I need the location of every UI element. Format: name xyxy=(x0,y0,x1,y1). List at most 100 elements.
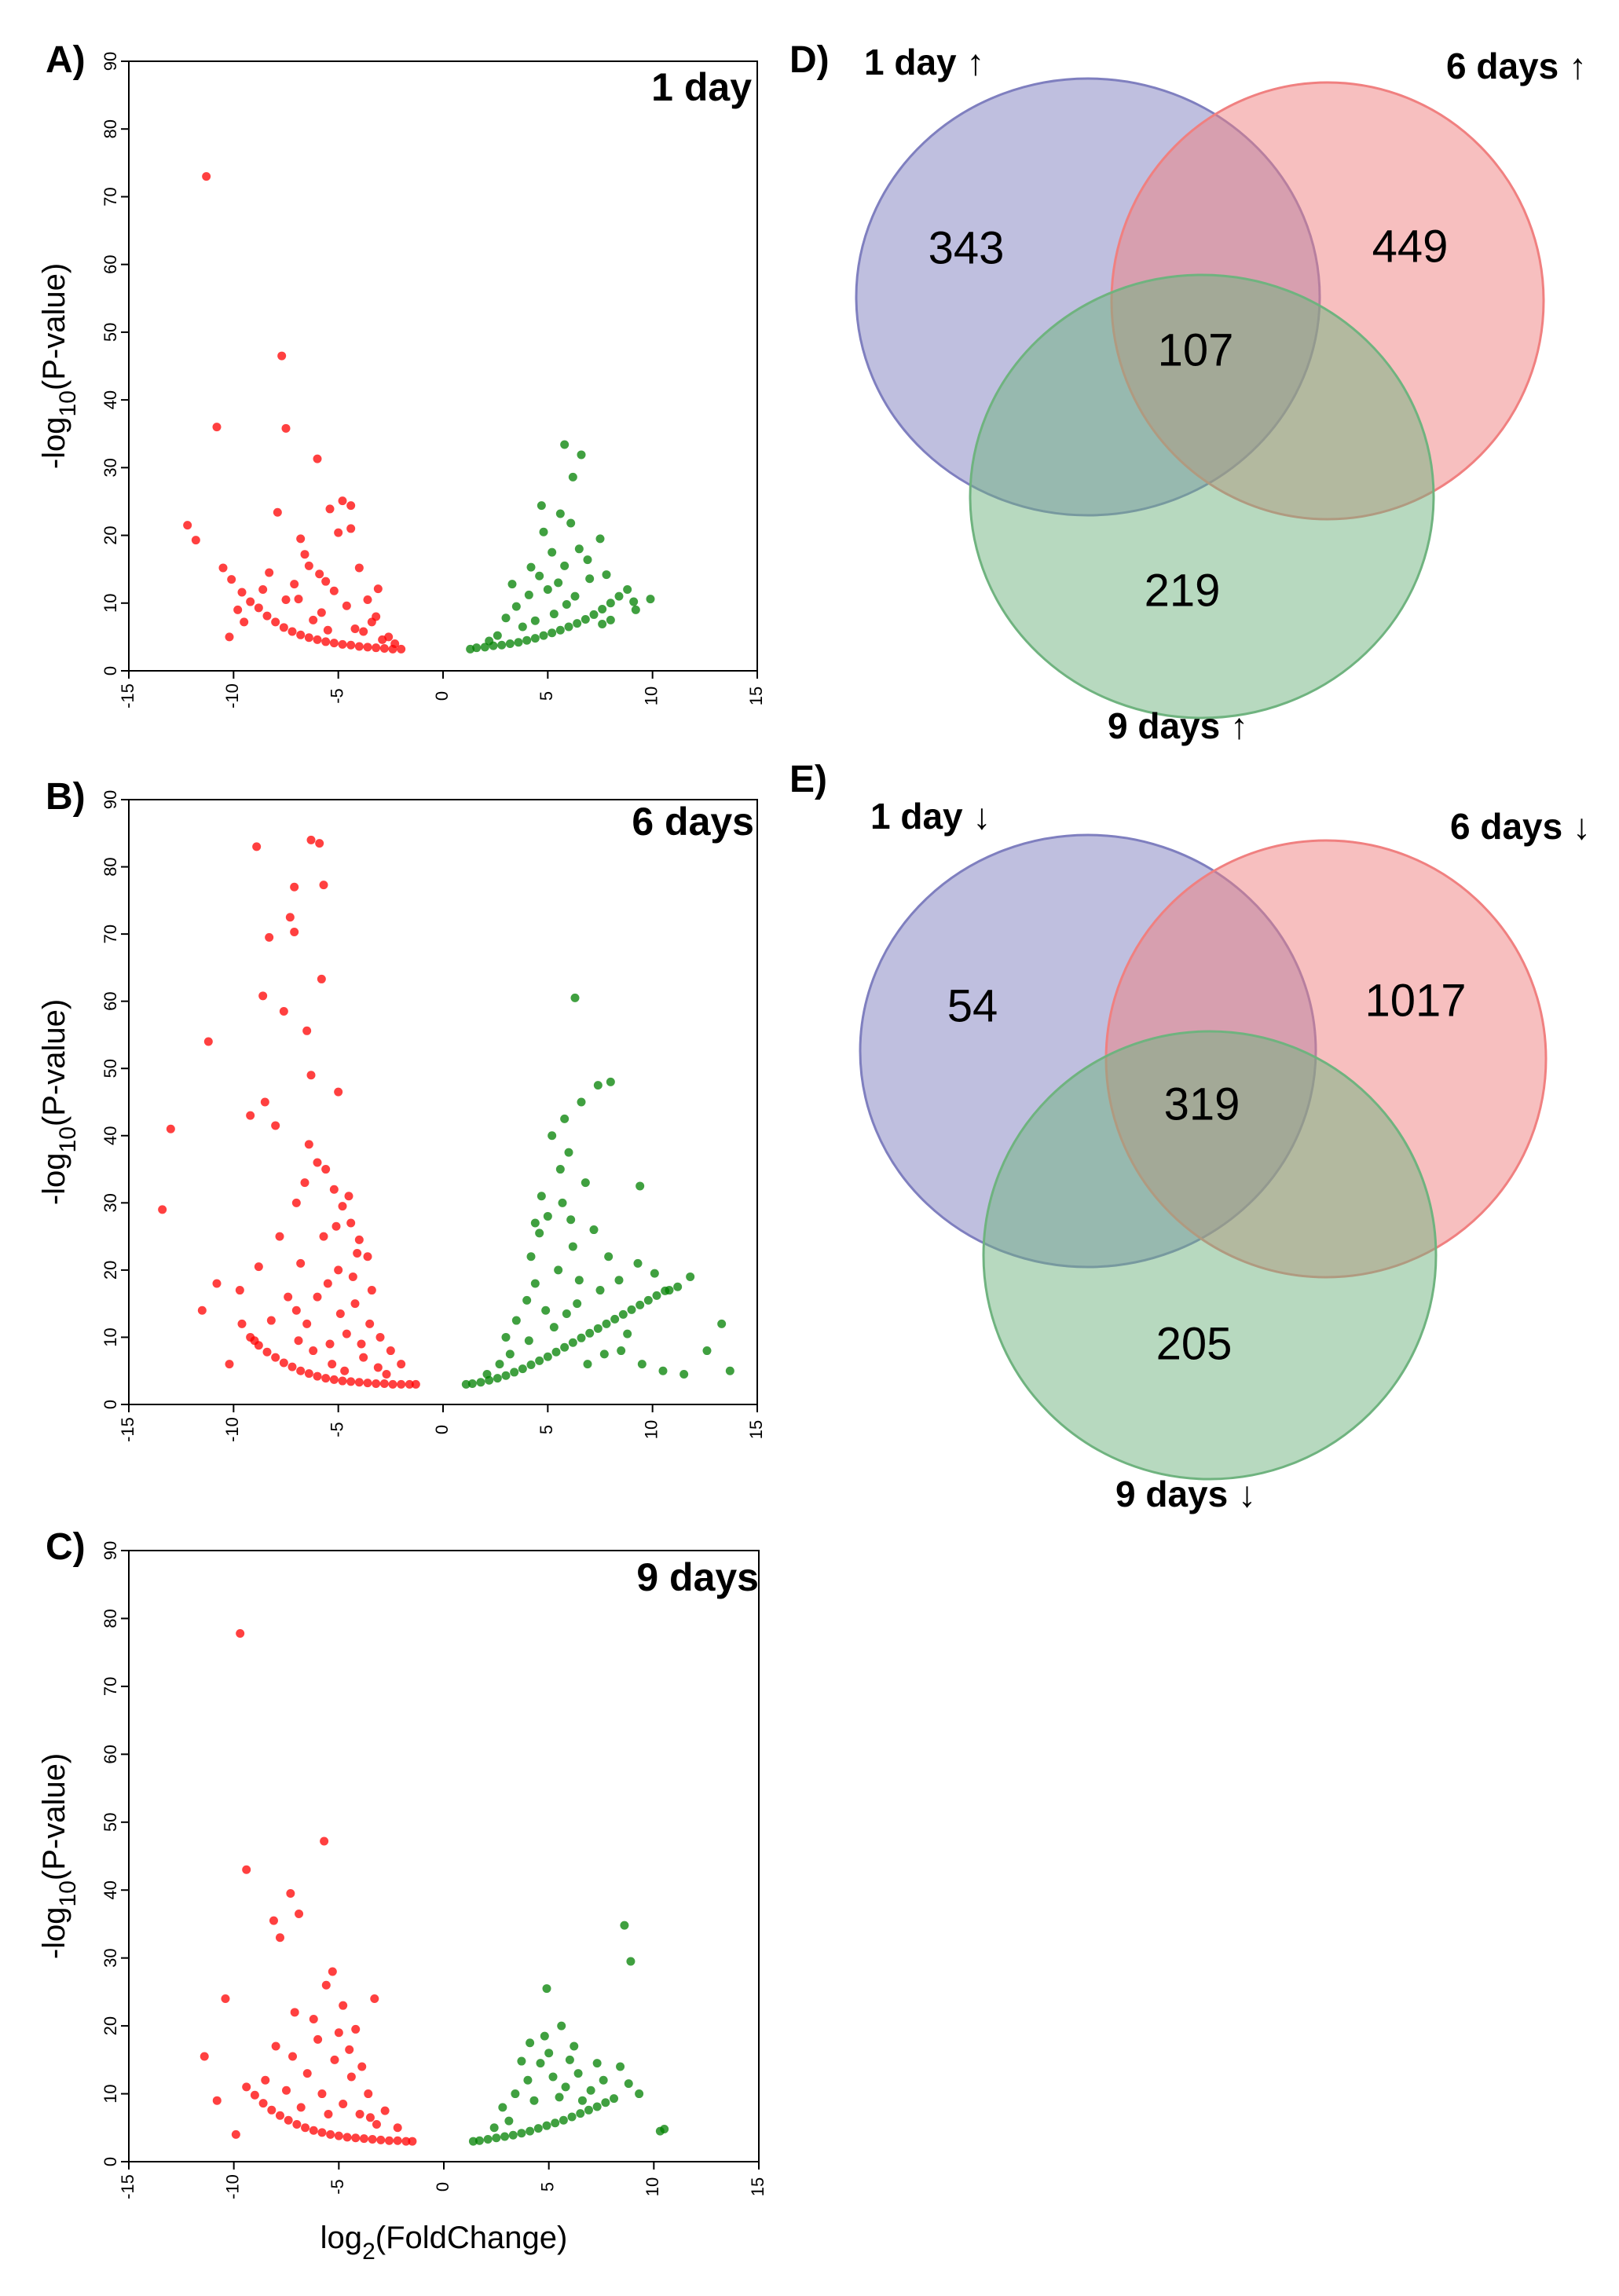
up-regulated-point xyxy=(537,501,546,511)
down-regulated-point xyxy=(334,2131,343,2140)
up-regulated-point xyxy=(592,2059,602,2068)
up-regulated-point xyxy=(472,643,482,653)
up-regulated-point xyxy=(504,2116,514,2126)
x-tick-label-a: 0 xyxy=(432,691,452,701)
up-regulated-point xyxy=(577,1097,586,1107)
x-tick-label-c: 15 xyxy=(748,2177,767,2196)
up-regulated-point xyxy=(493,1374,502,1383)
up-regulated-point xyxy=(636,1300,645,1309)
y-tick-label-c: 60 xyxy=(101,1745,120,1763)
up-regulated-point xyxy=(551,2118,560,2128)
down-regulated-point xyxy=(345,2045,354,2054)
down-regulated-point xyxy=(235,1286,244,1295)
down-regulated-point xyxy=(258,585,268,595)
down-regulated-point xyxy=(388,1379,397,1389)
down-regulated-point xyxy=(329,639,339,648)
panel-label-e: E) xyxy=(789,759,827,800)
up-regulated-point xyxy=(539,527,548,536)
y-tick-label-b: 80 xyxy=(101,857,120,876)
up-regulated-point xyxy=(501,613,511,623)
venn-set-label-6-days-d: 6 days ↑ xyxy=(1446,46,1587,86)
down-regulated-point xyxy=(237,1319,247,1328)
down-regulated-point xyxy=(376,2135,386,2144)
arrow-up-icon: ↑ xyxy=(966,42,984,82)
up-regulated-point xyxy=(598,620,607,629)
down-regulated-point xyxy=(302,1026,312,1035)
down-regulated-point xyxy=(212,1279,222,1288)
up-regulated-point xyxy=(602,1319,611,1328)
up-regulated-point xyxy=(555,625,565,635)
down-regulated-point xyxy=(246,597,255,606)
up-regulated-point xyxy=(523,2075,533,2085)
venn-set-label-6-days-e: 6 days ↓ xyxy=(1450,806,1591,847)
up-regulated-point xyxy=(566,1215,576,1225)
venn-set-9-days-d xyxy=(969,273,1435,720)
down-regulated-point xyxy=(372,643,381,653)
x-tick-label-c: 0 xyxy=(433,2182,452,2192)
up-regulated-point xyxy=(702,1346,712,1356)
down-regulated-point xyxy=(323,1279,332,1288)
up-regulated-point xyxy=(592,2102,602,2111)
panel-label-b: B) xyxy=(46,776,86,818)
down-regulated-point xyxy=(306,835,316,844)
down-regulated-point xyxy=(346,501,356,511)
down-regulated-point xyxy=(269,1916,278,1925)
down-regulated-point xyxy=(197,1305,207,1315)
up-regulated-point xyxy=(679,1370,689,1379)
up-regulated-point xyxy=(535,1356,544,1365)
volcano-panel-c: C) 9 days 0 10 20 30 40 50 60 70 80 90 -15 -10 -5 0 5 10 1… xyxy=(37,1526,767,2265)
down-regulated-point xyxy=(233,605,243,614)
up-regulated-point xyxy=(604,1252,614,1262)
up-regulated-point xyxy=(505,1349,515,1359)
up-regulated-point xyxy=(476,1378,485,1387)
down-regulated-point xyxy=(317,2128,327,2137)
y-axis-title-c-main: -log xyxy=(37,1906,71,1959)
y-tick-label-b: 10 xyxy=(101,1327,120,1346)
down-regulated-point xyxy=(260,1097,269,1107)
up-regulated-point xyxy=(562,600,571,610)
down-regulated-point xyxy=(338,639,347,649)
down-regulated-point xyxy=(319,881,328,890)
venn-count-all-d: 107 xyxy=(1158,324,1234,375)
venn-set-name: 6 days xyxy=(1446,46,1569,86)
up-regulated-point xyxy=(573,2069,583,2078)
up-regulated-point xyxy=(566,518,576,528)
down-regulated-point xyxy=(279,1358,288,1368)
down-regulated-point xyxy=(200,2052,209,2061)
down-regulated-point xyxy=(354,642,364,651)
up-regulated-point xyxy=(530,1218,540,1228)
down-regulated-point xyxy=(288,1362,297,1371)
down-regulated-point xyxy=(227,575,236,584)
y-axis-title-c-sub: 10 xyxy=(55,1880,81,1906)
down-regulated-point xyxy=(329,1375,339,1384)
x-tick-label-b: 5 xyxy=(537,1425,556,1434)
up-regulated-point xyxy=(574,1276,584,1285)
up-regulated-point xyxy=(526,562,536,572)
up-regulated-point xyxy=(583,1360,592,1369)
up-regulated-point xyxy=(623,585,632,595)
down-regulated-point xyxy=(261,2075,270,2085)
down-regulated-point xyxy=(330,2055,339,2064)
volcano-panel-a: A) 1 day 0 10 20 30 40 50 60 70 80 90 -15 -10 -5 0 5 10 15… xyxy=(37,39,766,709)
up-regulated-point xyxy=(585,574,595,584)
down-regulated-point xyxy=(338,496,347,506)
up-regulated-point xyxy=(565,2055,574,2064)
up-regulated-point xyxy=(573,1299,582,1309)
plot-frame-a xyxy=(128,60,758,672)
down-regulated-point xyxy=(212,2096,222,2105)
down-regulated-point xyxy=(254,603,263,613)
down-regulated-point xyxy=(344,1192,353,1201)
up-regulated-point xyxy=(517,2056,526,2066)
plot-frame-c xyxy=(128,1550,760,2162)
y-tick-label-a: 70 xyxy=(101,187,120,206)
y-tick-label-c: 20 xyxy=(101,2016,120,2035)
y-axis-title-b: -log10(P-value) xyxy=(37,999,81,1205)
down-regulated-point xyxy=(334,2028,343,2038)
down-regulated-point xyxy=(320,1836,329,1846)
down-regulated-point xyxy=(265,568,274,577)
down-regulated-point xyxy=(317,2089,327,2099)
down-regulated-point xyxy=(300,1178,310,1188)
up-regulated-point xyxy=(635,2089,644,2099)
down-regulated-point xyxy=(236,1628,245,1638)
